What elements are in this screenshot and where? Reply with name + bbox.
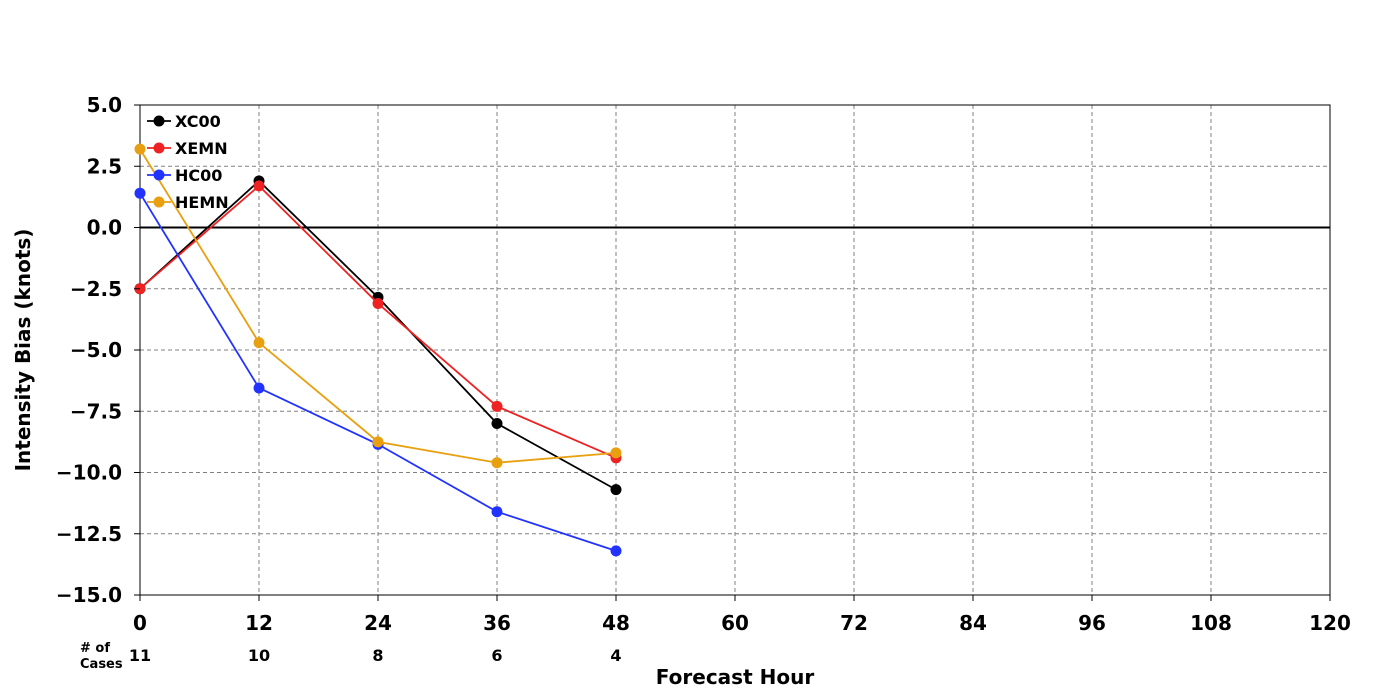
data-point-xemn — [253, 180, 265, 192]
y-tick-label: −12.5 — [56, 522, 122, 546]
cases-count: 11 — [129, 646, 151, 665]
data-point-hc00 — [134, 187, 146, 199]
data-point-hemn — [610, 447, 622, 459]
series-layer — [134, 143, 622, 557]
y-tick-label: 2.5 — [87, 154, 122, 178]
legend-label-xc00: XC00 — [175, 112, 221, 131]
legend-label-hc00: HC00 — [175, 166, 222, 185]
y-tick-label: −15.0 — [56, 583, 122, 607]
x-tick-label: 108 — [1190, 611, 1232, 635]
x-tick-label: 12 — [245, 611, 273, 635]
legend: XC00 XEMN HC00 HEMN — [147, 112, 229, 212]
x-tick-label: 84 — [959, 611, 987, 635]
grid — [140, 105, 1330, 595]
x-tick-label: 48 — [602, 611, 630, 635]
legend-swatch-marker — [153, 196, 165, 208]
cases-count: 6 — [491, 646, 502, 665]
x-tick-label: 60 — [721, 611, 749, 635]
data-point-hc00 — [253, 382, 265, 394]
cases-header-line1: # of — [80, 641, 110, 656]
legend-label-hemn: HEMN — [175, 193, 229, 212]
data-point-xc00 — [491, 418, 503, 429]
y-tick-label: −7.5 — [70, 399, 122, 423]
x-tick-label: 96 — [1078, 611, 1106, 635]
x-tick-label: 120 — [1309, 611, 1351, 635]
y-tick-label: −2.5 — [70, 277, 122, 301]
data-point-hemn — [134, 143, 146, 155]
y-tick-label: 0.0 — [87, 216, 122, 240]
data-point-xc00 — [610, 484, 622, 496]
x-tick-label: 24 — [364, 611, 392, 635]
data-point-hemn — [491, 457, 503, 469]
cases-row: # of Cases 11 10 8 6 4 — [80, 641, 622, 672]
data-point-xemn — [491, 400, 503, 412]
legend-swatch-marker — [153, 142, 165, 154]
x-tick-label: 0 — [133, 611, 147, 635]
legend-label-xemn: XEMN — [175, 139, 228, 158]
y-tick-label: 5.0 — [87, 93, 122, 117]
x-axis-title: Forecast Hour — [656, 665, 815, 689]
x-axis-ticks: 0 12 24 36 48 60 72 84 96 108 120 — [133, 595, 1351, 635]
cases-count: 10 — [248, 646, 270, 665]
data-point-hemn — [253, 337, 265, 349]
data-point-xemn — [372, 297, 384, 309]
cases-count: 4 — [610, 646, 621, 665]
cases-count: 8 — [372, 646, 383, 665]
y-tick-label: −5.0 — [70, 338, 122, 362]
data-point-hc00 — [491, 506, 503, 518]
x-tick-label: 36 — [483, 611, 511, 635]
y-axis-title: Intensity Bias (knots) — [11, 229, 35, 472]
data-point-hc00 — [610, 545, 622, 557]
cases-header-line2: Cases — [80, 657, 123, 672]
legend-swatch-marker — [153, 169, 165, 181]
data-point-hemn — [372, 436, 384, 448]
legend-swatch-marker — [153, 115, 165, 127]
y-tick-label: −10.0 — [56, 461, 122, 485]
x-tick-label: 72 — [840, 611, 868, 635]
y-axis-ticks: 5.0 2.5 0.0 −2.5 −5.0 −7.5 −10.0 −12.5 −15.0 — [56, 93, 140, 607]
